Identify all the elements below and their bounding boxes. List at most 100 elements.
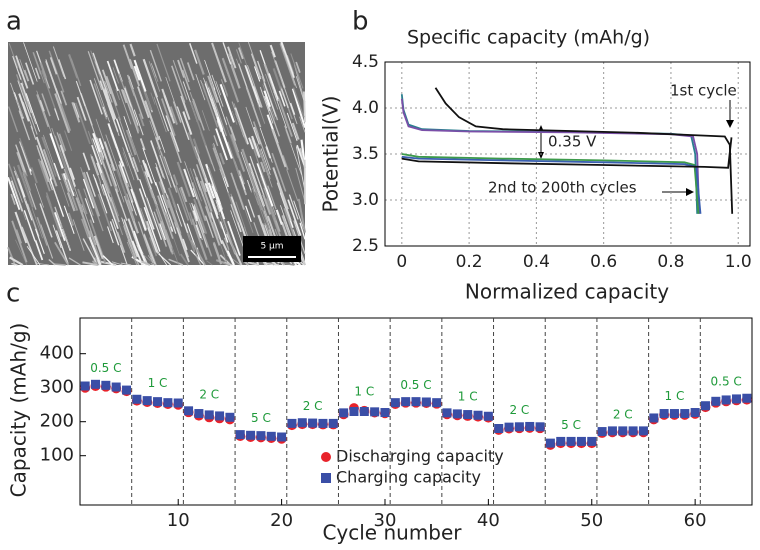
texture [7, 176, 21, 211]
texture [280, 88, 289, 109]
texture [231, 208, 239, 224]
texture [147, 227, 158, 253]
texture [255, 128, 271, 171]
texture [142, 58, 159, 98]
texture [106, 60, 119, 92]
texture [204, 178, 219, 215]
texture [213, 87, 228, 126]
texture [271, 51, 283, 84]
x-tick-label: 50 [580, 510, 603, 531]
texture [87, 51, 103, 91]
texture [77, 188, 88, 215]
texture [215, 128, 228, 161]
texture [119, 161, 128, 184]
texture [244, 64, 261, 108]
texture [18, 110, 31, 141]
texture [122, 89, 140, 134]
point [287, 418, 297, 428]
texture [205, 163, 222, 205]
texture [271, 204, 277, 215]
point [235, 430, 245, 440]
texture [287, 199, 302, 236]
rate-label: 2 C [613, 407, 633, 421]
texture [264, 95, 271, 112]
texture [265, 198, 280, 235]
texture [213, 142, 229, 186]
texture [125, 129, 137, 156]
texture [247, 261, 260, 266]
texture [283, 262, 295, 266]
texture [52, 46, 65, 77]
texture [246, 67, 259, 101]
texture [37, 158, 51, 192]
texture [124, 87, 139, 126]
texture [212, 221, 220, 239]
texture [159, 223, 167, 241]
curve [401, 137, 733, 169]
texture [7, 247, 16, 266]
point [173, 398, 183, 408]
texture [186, 62, 195, 81]
texture [65, 179, 79, 211]
y-axis-label: Capacity (mAh/g) [7, 323, 31, 498]
point [483, 411, 493, 421]
texture [120, 262, 132, 266]
texture [41, 70, 58, 115]
texture [90, 50, 105, 90]
point [597, 427, 607, 437]
texture [48, 258, 56, 266]
panel-label: c [6, 279, 20, 309]
texture [39, 99, 45, 112]
texture [263, 63, 276, 94]
texture [241, 148, 252, 173]
texture [166, 194, 182, 235]
texture [88, 236, 102, 266]
texture [212, 147, 225, 178]
texture [295, 61, 301, 73]
texture [256, 194, 271, 230]
texture [271, 152, 287, 192]
texture [124, 195, 136, 222]
texture [255, 196, 271, 238]
texture [92, 174, 108, 214]
point [297, 418, 307, 428]
texture [226, 250, 235, 266]
texture [41, 93, 51, 117]
point [122, 385, 132, 395]
point [328, 418, 338, 428]
texture [11, 220, 28, 263]
texture [283, 207, 296, 239]
texture [158, 253, 172, 266]
texture [259, 86, 274, 124]
texture [10, 180, 24, 212]
texture [89, 230, 102, 265]
arrowhead [726, 120, 734, 128]
texture [168, 258, 184, 266]
texture [215, 199, 221, 213]
texture [235, 201, 246, 229]
texture [272, 167, 289, 210]
y-tick-label: 2.5 [352, 236, 379, 256]
texture [49, 57, 58, 75]
point [556, 436, 566, 446]
texture [89, 121, 105, 160]
texture [123, 115, 132, 138]
texture [278, 90, 286, 107]
texture [81, 218, 90, 239]
texture [259, 149, 271, 179]
texture [286, 112, 298, 142]
texture [219, 152, 225, 165]
texture [34, 183, 44, 208]
texture [54, 241, 70, 266]
texture [223, 237, 230, 251]
texture [15, 144, 27, 173]
texture [208, 87, 224, 130]
texture [138, 188, 155, 230]
texture [63, 205, 75, 234]
texture [247, 199, 256, 218]
texture [91, 260, 100, 266]
texture [155, 137, 161, 150]
point [545, 438, 555, 448]
texture [16, 151, 26, 175]
texture [256, 162, 274, 207]
